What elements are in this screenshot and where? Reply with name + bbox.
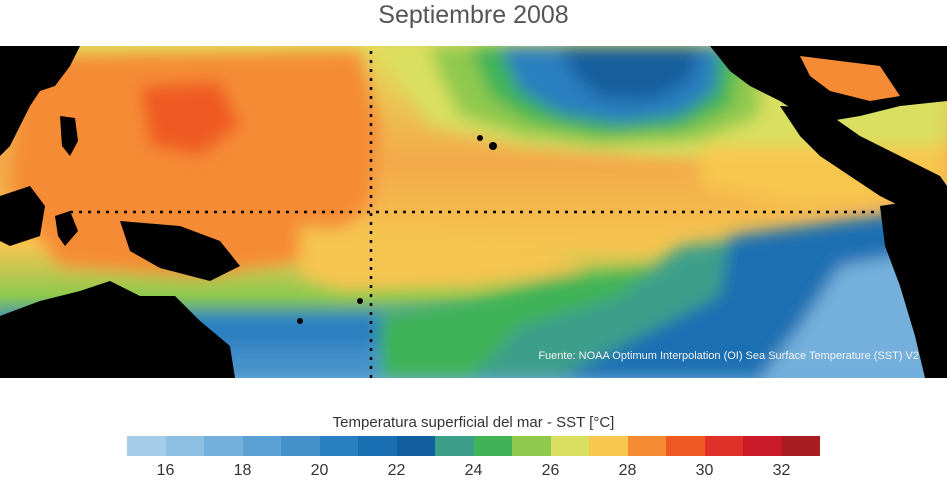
- colorbar-swatch: [242, 436, 281, 456]
- colorbar-swatch: [512, 436, 551, 456]
- source-credit: Fuente: NOAA Optimum Interpolation (OI) …: [538, 350, 919, 362]
- new-guinea: [120, 221, 240, 281]
- borneo: [0, 186, 45, 246]
- colorbar-tick-label: 26: [541, 462, 560, 479]
- colorbar-swatch: [704, 436, 743, 456]
- colorbar-swatch: [396, 436, 435, 456]
- colorbar-tick-label: 16: [156, 462, 175, 479]
- sulawesi: [55, 211, 78, 246]
- sst-map: [0, 46, 947, 378]
- colorbar-swatch: [589, 436, 628, 456]
- colorbar-tick-label: 28: [618, 462, 637, 479]
- colorbar-swatch: [666, 436, 705, 456]
- colorbar-swatch: [204, 436, 243, 456]
- colorbar-swatch: [281, 436, 320, 456]
- colorbar-swatch: [435, 436, 474, 456]
- colorbar-swatch: [781, 436, 820, 456]
- map-title: Septiembre 2008: [378, 1, 569, 29]
- colorbar-swatch: [473, 436, 512, 456]
- colorbar-swatch: [127, 436, 166, 456]
- colorbar-label: Temperatura superficial del mar - SST [°…: [332, 414, 615, 431]
- gulf-of-mexico: [800, 56, 900, 101]
- colorbar-tick-label: 20: [310, 462, 329, 479]
- colorbar-tick-label: 22: [387, 462, 406, 479]
- australia: [0, 281, 235, 378]
- colorbar-tick-label: 32: [772, 462, 791, 479]
- hawaii-islands: [489, 142, 497, 150]
- colorbar-swatch: [165, 436, 204, 456]
- central-america: [780, 106, 947, 211]
- philippines: [60, 116, 78, 156]
- colorbar-swatch: [627, 436, 666, 456]
- colorbar-tick-label: 30: [695, 462, 714, 479]
- colorbar-swatch: [358, 436, 397, 456]
- land: [0, 46, 947, 378]
- colorbar-swatch: [319, 436, 358, 456]
- colorbar-tick-label: 24: [464, 462, 483, 479]
- colorbar: [127, 436, 820, 456]
- colorbar-swatch: [550, 436, 589, 456]
- colorbar-ticks: 16 18 20 22 24 26 28 30 32: [127, 462, 820, 480]
- colorbar-tick-label: 18: [233, 462, 252, 479]
- colorbar-swatch: [743, 436, 782, 456]
- south-america: [880, 196, 947, 378]
- asia-landmass: [0, 46, 80, 156]
